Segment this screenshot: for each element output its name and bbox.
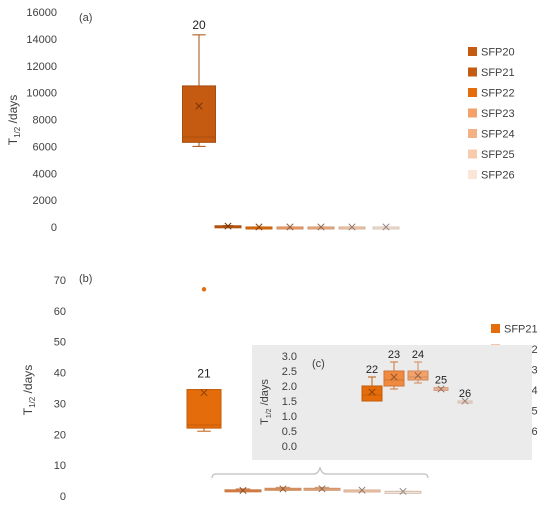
- box-label: 24: [412, 349, 424, 361]
- box-label: 21: [197, 367, 211, 381]
- box-label: 26: [459, 388, 471, 400]
- mean-marker: [224, 222, 232, 230]
- y-tick-label: 30: [54, 398, 66, 410]
- box-label: 23: [388, 349, 400, 361]
- legend-swatch: [491, 324, 500, 333]
- y-tick-label: 0: [60, 491, 66, 503]
- mean-marker: [348, 223, 356, 231]
- y-tick-label: 0.0: [282, 441, 297, 453]
- mean-marker: [239, 486, 247, 494]
- box-label: 20: [192, 18, 206, 32]
- mean-marker: [390, 373, 398, 381]
- mean-marker: [399, 487, 407, 495]
- y-tick-label: 10000: [26, 88, 57, 100]
- box-label: 25: [435, 375, 447, 387]
- mean-marker: [358, 486, 366, 494]
- legend-entry: SFP26: [481, 170, 515, 182]
- mean-marker: [382, 223, 390, 231]
- y-tick-label: 0: [51, 222, 57, 234]
- box-SFP21: [186, 389, 222, 429]
- mean-marker: [437, 385, 445, 393]
- legend-swatch: [468, 67, 477, 77]
- legend-swatch: [468, 129, 477, 138]
- legend-swatch: [468, 47, 477, 56]
- y-tick-label: 1.5: [282, 396, 297, 408]
- panel-a-legend: SFP20 SFP21 SFP22 SFP23 SFP24 SFP25 SFP26: [468, 47, 515, 182]
- mean-marker: [286, 223, 294, 231]
- legend-swatch: [468, 88, 477, 97]
- panel-a: (a) 0 2000 4000 6000 8000 10000 12000 14000 1600…: [6, 7, 515, 234]
- legend-swatch: [468, 149, 477, 159]
- y-tick-label: 16000: [26, 7, 57, 19]
- panel-b-label: (b): [79, 273, 92, 285]
- mean-marker: [368, 388, 376, 396]
- outlier-point: [201, 287, 207, 292]
- mean-marker: [255, 223, 263, 231]
- y-tick-label: 40: [54, 368, 66, 380]
- y-tick-label: 4000: [33, 168, 57, 180]
- panel-a-y-axis: 0 2000 4000 6000 8000 10000 12000 14000 16000: [26, 7, 57, 234]
- panel-c-label: (c): [312, 358, 325, 370]
- mean-marker: [279, 485, 287, 493]
- mean-marker: [317, 223, 325, 231]
- panel-c-background: [252, 345, 532, 460]
- y-tick-label: 70: [54, 275, 66, 287]
- y-tick-label: 2.5: [282, 366, 297, 378]
- legend-entry: SFP25: [481, 149, 515, 161]
- mean-marker: [200, 389, 208, 397]
- y-tick-label: 12000: [26, 61, 57, 73]
- panel-c-y-axis: 0.0 0.5 1.0 1.5 2.0 2.5 3.0: [282, 351, 297, 453]
- y-tick-label: 20: [54, 429, 66, 441]
- legend-entry: SFP21: [504, 324, 538, 336]
- panel-a-boxes: 20: [182, 18, 400, 231]
- y-tick-label: 0.5: [282, 426, 297, 438]
- legend-entry: SFP23: [481, 108, 515, 120]
- box-SFP20: [182, 85, 216, 143]
- y-tick-label: 1.0: [282, 411, 297, 423]
- legend-entry: SFP21: [481, 67, 515, 79]
- mean-marker: [461, 397, 469, 405]
- legend-entry: SFP22: [481, 88, 515, 100]
- mean-marker: [195, 102, 203, 110]
- panel-c-boxes: 22 23 24 25 26: [361, 349, 473, 405]
- mean-marker: [318, 485, 326, 493]
- y-tick-label: 60: [54, 306, 66, 318]
- y-tick-label: 3.0: [282, 351, 297, 363]
- panel-c-inset: (c) 0.00.51.01.52.02.53.0 T1/2 /days 222…: [211, 345, 532, 479]
- legend-swatch: [468, 108, 477, 118]
- y-tick-label: 6000: [33, 141, 57, 153]
- mean-marker: [414, 371, 422, 380]
- legend-swatch: [468, 170, 477, 179]
- y-tick-label: 2000: [33, 195, 57, 207]
- inset-bracket: [211, 466, 429, 479]
- y-tick-label: 10: [54, 460, 66, 472]
- box-label: 22: [366, 364, 378, 376]
- panel-a-label: (a): [79, 12, 92, 24]
- legend-entry: SFP24: [481, 129, 515, 141]
- panel-b-boxes: 21: [186, 287, 422, 495]
- box-SFP23: [383, 370, 405, 387]
- y-tick-label: 8000: [33, 115, 57, 127]
- y-tick-label: 50: [54, 337, 66, 349]
- y-tick-label: 14000: [26, 34, 57, 46]
- panel-b-y-axis: 0 10 20 30 40 50 60 70: [54, 275, 66, 503]
- y-tick-label: 2.0: [282, 381, 297, 393]
- box-SFP22: [361, 385, 383, 402]
- legend-entry: SFP20: [481, 47, 515, 59]
